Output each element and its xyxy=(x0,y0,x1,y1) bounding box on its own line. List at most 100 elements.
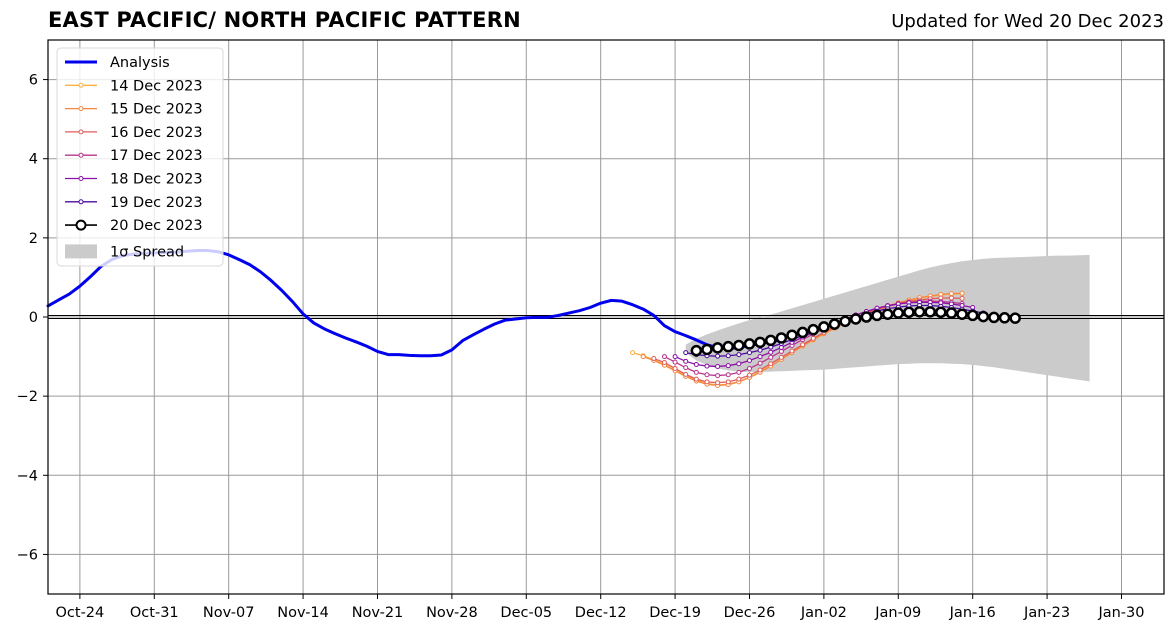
series-point xyxy=(725,353,731,359)
series-point xyxy=(768,361,774,367)
series-point xyxy=(959,290,965,296)
series-point xyxy=(881,308,894,320)
series-point xyxy=(704,379,710,385)
x-tick-label: Dec-19 xyxy=(649,605,701,621)
series-point xyxy=(945,307,958,319)
series-point xyxy=(757,354,763,360)
series-point xyxy=(860,311,873,323)
x-tick-label: Jan-30 xyxy=(1097,605,1144,621)
x-tick-label: Nov-28 xyxy=(426,605,478,621)
series-point xyxy=(693,369,699,375)
series-point xyxy=(789,348,795,354)
series-point xyxy=(661,360,667,366)
legend-swatch-marker xyxy=(75,219,87,231)
series-point xyxy=(725,372,731,378)
series-point xyxy=(683,365,689,371)
series-point xyxy=(672,359,678,365)
series-point xyxy=(690,344,703,357)
series-point xyxy=(746,350,752,356)
y-tick-label: 6 xyxy=(29,73,38,89)
series-point xyxy=(839,315,851,328)
series-point xyxy=(672,365,678,371)
series-point xyxy=(871,309,883,322)
series-point xyxy=(640,354,646,360)
series-point xyxy=(998,312,1011,324)
legend-label: Analysis xyxy=(110,55,170,71)
series-point xyxy=(778,354,784,360)
series-point xyxy=(701,343,713,356)
legend-swatch-marker xyxy=(78,82,84,88)
series-point xyxy=(924,306,936,318)
x-tick-label: Dec-12 xyxy=(575,605,627,621)
legend: Analysis 14 Dec 2023 15 Dec 2023 16 Dec 202… xyxy=(56,47,224,267)
series-point xyxy=(828,318,841,330)
series-point xyxy=(661,354,667,360)
series-point xyxy=(807,323,820,336)
series-point xyxy=(711,342,724,354)
legend-swatch-marker xyxy=(78,176,84,181)
series-point xyxy=(736,361,742,367)
series-point xyxy=(800,342,806,348)
series-point xyxy=(736,352,742,358)
x-tick-label: Jan-16 xyxy=(949,605,996,621)
series-point xyxy=(786,329,798,341)
series-point xyxy=(778,348,784,354)
series-point xyxy=(683,371,689,377)
series-point xyxy=(754,336,766,349)
x-tick-label: Nov-21 xyxy=(352,605,404,621)
series-point xyxy=(768,354,774,360)
series-point xyxy=(977,310,990,323)
series-point xyxy=(850,313,862,325)
legend-label: 20 Dec 2023 xyxy=(110,218,203,234)
series-point xyxy=(892,307,905,319)
legend-label: 19 Dec 2023 xyxy=(110,195,203,211)
legend-label: 14 Dec 2023 xyxy=(110,78,203,94)
chart-subtitle: Updated for Wed 20 Dec 2023 xyxy=(891,11,1164,32)
plot-frame xyxy=(47,39,1165,595)
series-point xyxy=(725,363,731,369)
series-point xyxy=(746,372,752,378)
series-point xyxy=(775,332,788,344)
y-tick-label: 4 xyxy=(29,152,38,168)
legend-swatch-marker xyxy=(78,129,84,135)
legend-swatch-marker xyxy=(78,152,84,158)
series-point xyxy=(736,376,742,382)
series-point xyxy=(966,309,979,322)
series-point xyxy=(988,311,1000,324)
series-point xyxy=(818,321,830,333)
series-point xyxy=(715,353,721,359)
series-point xyxy=(903,306,915,319)
axes xyxy=(43,39,1165,599)
legend-swatch-marker xyxy=(78,199,84,205)
legend-label: 16 Dec 2023 xyxy=(110,125,203,141)
series-point xyxy=(768,349,774,355)
x-tick-label: Jan-09 xyxy=(874,605,921,621)
series-point xyxy=(736,369,742,375)
series-point xyxy=(1009,312,1021,324)
series-point xyxy=(948,291,954,297)
legend-box xyxy=(56,47,224,267)
x-tick-label: Nov-07 xyxy=(203,605,255,621)
series-point xyxy=(630,350,636,356)
y-tick-label: 2 xyxy=(29,231,38,247)
series-point xyxy=(959,295,965,301)
y-tick-label: −2 xyxy=(17,389,38,405)
series-point xyxy=(683,358,689,364)
series-point xyxy=(948,295,954,301)
series-point xyxy=(746,365,752,371)
x-tick-label: Jan-23 xyxy=(1023,605,1070,621)
chart-title: EAST PACIFIC/ NORTH PACIFIC PATTERN xyxy=(48,8,521,32)
legend-label: 18 Dec 2023 xyxy=(110,172,203,188)
series-point xyxy=(796,326,809,339)
series-point xyxy=(935,306,947,319)
series-point xyxy=(651,356,657,362)
series-point xyxy=(757,360,763,366)
series-point xyxy=(725,379,731,385)
y-tick-label: −6 xyxy=(17,547,38,563)
x-tick-label: Oct-31 xyxy=(130,605,179,621)
x-tick-label: Dec-26 xyxy=(724,605,776,621)
x-tick-label: Oct-24 xyxy=(56,605,105,621)
series-point xyxy=(704,372,710,378)
tick-labels: Oct-24 Oct-31 Nov-07 Nov-14 Nov-21 Nov-28 Dec-… xyxy=(17,73,1145,621)
